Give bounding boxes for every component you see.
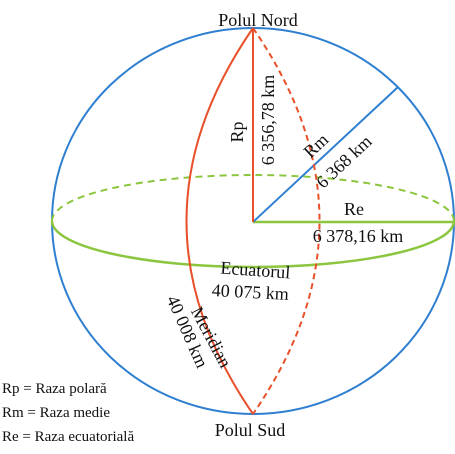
south-pole: Polul Sud bbox=[215, 420, 286, 440]
north-pole: Polul Nord bbox=[218, 10, 298, 30]
legend-item: Rp = Raza polară bbox=[2, 381, 107, 397]
rm-label: Rm bbox=[300, 129, 333, 161]
equator-label: Ecuatorul bbox=[220, 258, 291, 283]
meridian-front bbox=[185, 27, 254, 415]
equator-value: 40 075 km bbox=[211, 280, 289, 304]
mean-radius-line bbox=[252, 86, 399, 223]
legend-item: Re = Raza ecuatorială bbox=[2, 429, 134, 445]
re-value: 6 378,16 km bbox=[313, 226, 404, 246]
re-label: Re bbox=[344, 199, 364, 219]
rp-label: Rp bbox=[227, 121, 247, 142]
meridian-back bbox=[252, 27, 321, 415]
rp-value: 6 356,78 km bbox=[258, 75, 278, 166]
legend-item: Rm = Raza medie bbox=[2, 405, 110, 421]
equator-front bbox=[50, 220, 455, 269]
